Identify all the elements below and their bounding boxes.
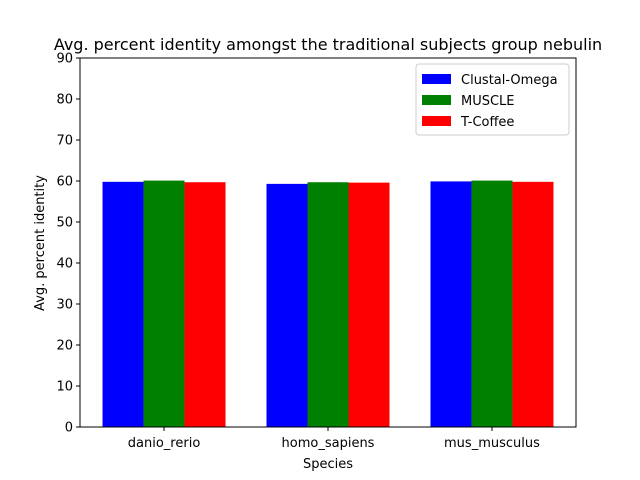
- bar-muscle-danio-rerio: [143, 180, 185, 427]
- y-tick-label: 70: [56, 134, 73, 149]
- legend-box: [415, 63, 570, 136]
- legend: Clustal-Omega MUSCLE T-Coffee: [415, 63, 570, 136]
- bars-layer: [102, 180, 554, 427]
- y-tick-label: 30: [56, 298, 73, 313]
- bar-muscle-homo-sapiens: [307, 182, 349, 427]
- axes-layer: 0 10 20 30 40 50 60 70 80 90 danio_rerio homo_sapie…: [56, 52, 577, 451]
- x-tick-label: homo_sapiens: [282, 436, 375, 451]
- bar-t-coffee-mus-musculus: [512, 181, 554, 427]
- x-axis-title: Species: [303, 457, 353, 472]
- y-tick-label: 0: [65, 421, 73, 436]
- y-tick-label: 80: [56, 93, 73, 108]
- bar-clustal-omega-homo-sapiens: [266, 183, 308, 427]
- y-tick-label: 50: [56, 216, 73, 231]
- legend-swatch: [422, 116, 451, 126]
- y-tick-label: 20: [56, 339, 73, 354]
- chart-title: Avg. percent identity amongst the tradit…: [54, 35, 602, 54]
- y-tick-label: 90: [56, 52, 73, 67]
- bar-muscle-mus-musculus: [471, 180, 513, 427]
- y-tick-label: 60: [56, 175, 73, 190]
- x-tick-label: mus_musculus: [444, 436, 540, 451]
- bar-clustal-omega-mus-musculus: [430, 181, 472, 427]
- legend-swatch: [422, 74, 451, 84]
- bar-t-coffee-homo-sapiens: [348, 182, 390, 427]
- y-tick-label: 40: [56, 257, 73, 272]
- legend-label: Clustal-Omega: [461, 73, 558, 88]
- legend-label: MUSCLE: [461, 94, 515, 109]
- x-tick-label: danio_rerio: [128, 436, 201, 451]
- bar-t-coffee-danio-rerio: [184, 182, 226, 427]
- y-tick-label: 10: [56, 380, 73, 395]
- legend-swatch: [422, 95, 451, 105]
- y-axis-title: Avg. percent identity: [33, 175, 48, 311]
- bar-clustal-omega-danio-rerio: [102, 181, 144, 427]
- legend-label: T-Coffee: [460, 115, 514, 130]
